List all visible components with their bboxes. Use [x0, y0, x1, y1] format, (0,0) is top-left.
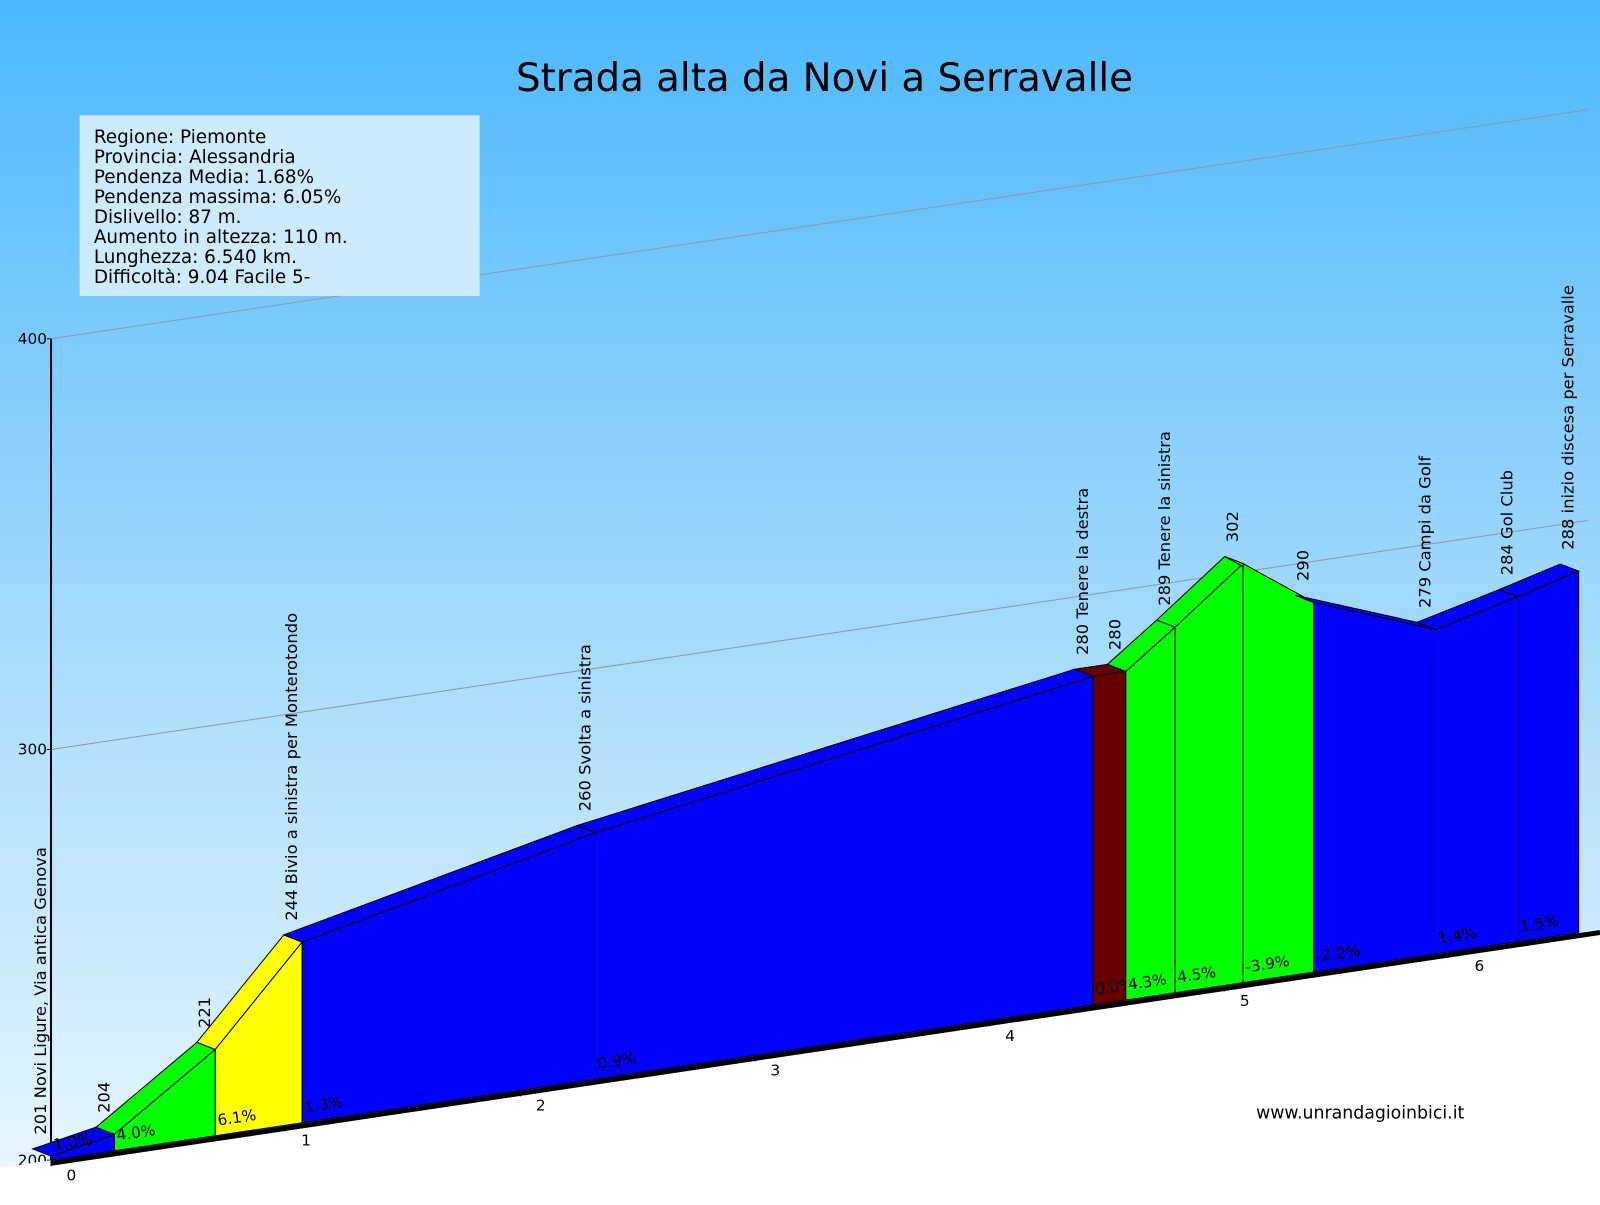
source: www.unrandagioinbici.it	[1256, 1103, 1464, 1123]
info-line: Provincia: Alessandria	[94, 147, 296, 168]
gradient-label: 0.0%	[1094, 975, 1135, 999]
info-line: Regione: Piemonte	[94, 127, 266, 148]
gradient-label: 1.0%	[52, 1130, 93, 1154]
x-tick-label: 2	[536, 1097, 546, 1115]
point-label: 302	[1223, 511, 1242, 542]
segment	[1242, 562, 1315, 984]
info-box	[79, 115, 480, 296]
point-label: 221	[195, 997, 214, 1028]
x-tick-label: 5	[1240, 992, 1250, 1010]
gradient-label: 1.4%	[1437, 924, 1478, 948]
x-tick-label: 0	[67, 1167, 77, 1185]
gradient-label: 0.9%	[596, 1049, 637, 1073]
point-label: 244 Bivio a sinistra per Monterotondo	[282, 613, 301, 921]
ground	[0, 929, 1600, 1200]
info-line: Dislivello: 87 m.	[94, 207, 242, 228]
segment	[1312, 601, 1437, 973]
segment	[1517, 570, 1580, 943]
point-label: 288 inizio discesa per Serravalle	[1559, 285, 1578, 550]
point-label: 280 Tenere la destra	[1073, 488, 1092, 655]
info-line: Pendenza massima: 6.05%	[94, 187, 342, 208]
x-tick-label: 1	[301, 1132, 311, 1150]
point-label: 260 Svolta a sinistra	[575, 644, 594, 811]
info-line: Pendenza Media: 1.68%	[94, 167, 314, 188]
gradient-label: 4.3%	[1127, 970, 1168, 994]
chart-title: Strada alta da Novi a Serravalle	[516, 56, 1133, 101]
info-line: Aumento in altezza: 110 m.	[94, 227, 348, 248]
y-tick-label: 400	[18, 330, 47, 348]
point-label: 284 Gol Club	[1498, 470, 1517, 575]
x-tick-label: 3	[771, 1062, 781, 1080]
info-line: Difficoltà: 9.04 Facile 5-	[94, 267, 310, 288]
point-label: 280	[1106, 619, 1125, 650]
segment	[1125, 626, 1176, 1001]
gradient-label: 4.5%	[1176, 963, 1217, 987]
segment	[1435, 595, 1519, 955]
point-label: 289 Tenere la sinistra	[1155, 431, 1174, 606]
point-label: 201 Novi Ligure, Via antica Genova	[31, 847, 50, 1135]
segment	[1174, 562, 1244, 994]
baseline	[50, 929, 1600, 1166]
grid-line	[50, 109, 1588, 340]
point-label: 204	[94, 1082, 113, 1113]
y-tick-label: 300	[18, 741, 47, 759]
gradient-label: 1.5%	[1519, 912, 1560, 936]
gradient-label: 6.1%	[216, 1106, 257, 1130]
x-tick-label: 6	[1475, 957, 1485, 975]
point-label: 290	[1293, 550, 1312, 581]
info-line: Lunghezza: 6.540 km.	[94, 247, 297, 268]
x-tick-label: 4	[1005, 1027, 1015, 1045]
segment	[1092, 670, 1127, 1006]
point-label: 279 Campi da Golf	[1415, 455, 1434, 608]
gradient-label: 4.0%	[115, 1121, 156, 1145]
gradient-label: 1.3%	[303, 1093, 344, 1117]
grid-line	[50, 520, 1588, 750]
